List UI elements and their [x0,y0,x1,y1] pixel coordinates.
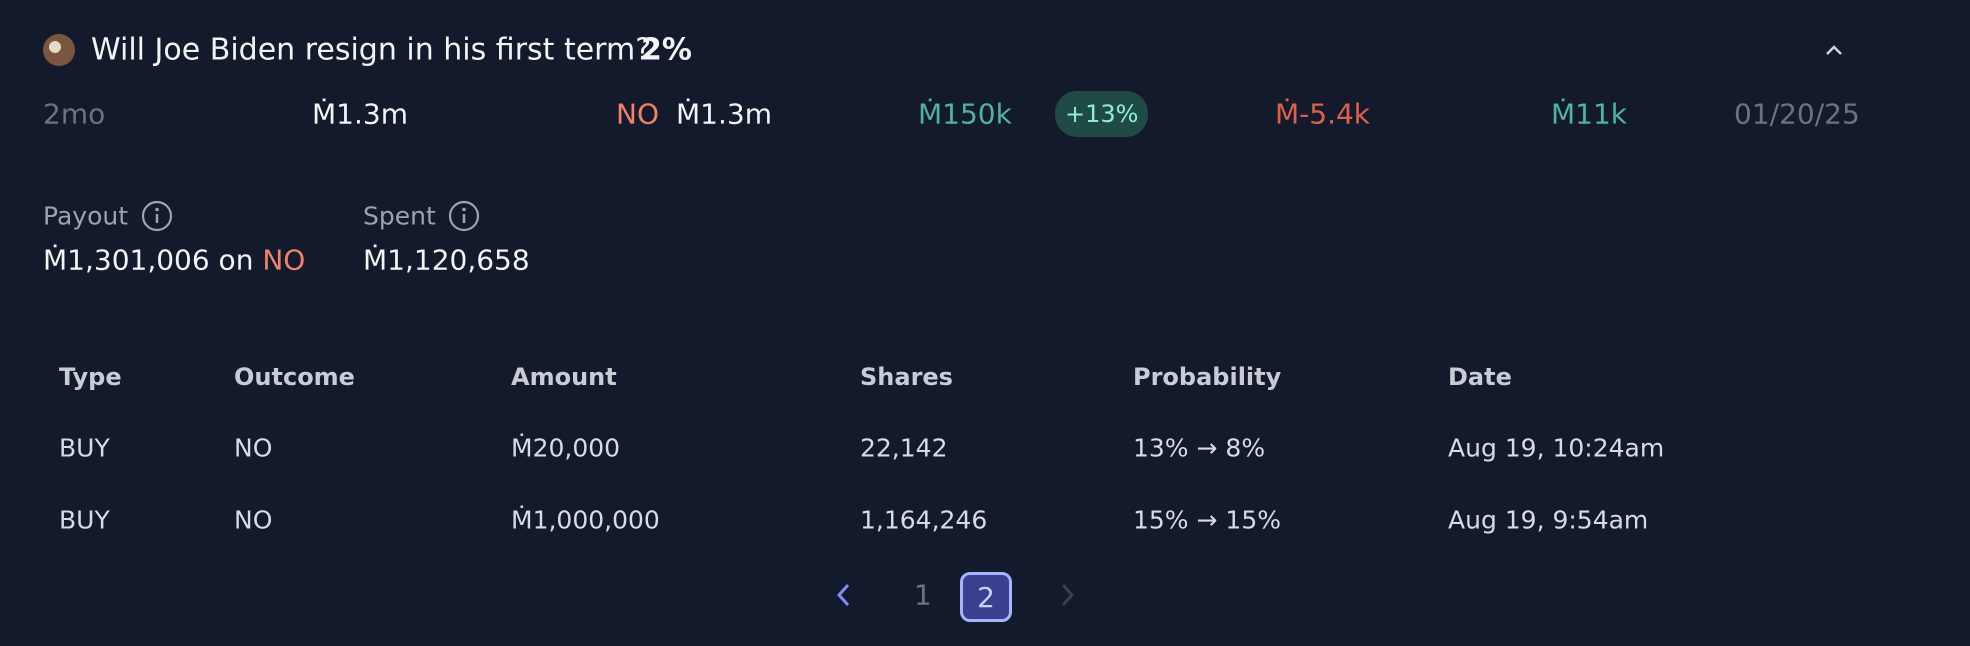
column-header: Amount [511,363,617,391]
prev-page[interactable] [834,581,854,609]
table-cell: Ṁ20,000 [511,433,621,463]
spent-label: Spent [363,201,436,231]
profit: Ṁ150k [918,97,1012,131]
market-title[interactable]: Will Joe Biden resign in his first term? [91,32,652,68]
next-page[interactable] [1057,581,1077,609]
volume: Ṁ1.3m [312,97,408,131]
payout-amount: Ṁ1,301,006 on [43,243,254,277]
payout-value: Ṁ1,301,006 on NO [43,244,305,277]
daily-change: Ṁ-5.4k [1275,97,1371,131]
spent-value: Ṁ1,120,658 [363,243,530,277]
table-cell: BUY [59,433,110,463]
close-date: 01/20/25 [1734,97,1860,131]
table-cell: 13% → 8% [1133,433,1266,463]
market-probability: 2% [641,32,692,68]
table-cell: 22,142 [860,433,948,463]
table-cell: 15% → 15% [1133,505,1281,535]
position-value: Ṁ1.3m [676,97,772,131]
table-cell: Aug 19, 9:54am [1448,505,1649,535]
age: 2mo [43,97,106,131]
column-header: Shares [860,363,953,391]
avatar [43,34,75,66]
column-header: Date [1448,363,1512,391]
table-cell: Aug 19, 10:24am [1448,433,1665,463]
column-header: Outcome [234,363,355,391]
table-cell: Ṁ1,000,000 [511,505,660,535]
table-cell: 1,164,246 [860,505,988,535]
profit-percent: +13% [1055,91,1149,137]
column-header: Probability [1133,363,1282,391]
current-page[interactable]: 2 [960,572,1012,622]
payout-outcome: NO [262,243,306,277]
table-cell: BUY [59,505,110,535]
loan: Ṁ11k [1551,97,1628,131]
page-button[interactable]: 1 [914,578,932,612]
info-icon[interactable] [448,200,480,232]
table-cell: NO [234,433,273,463]
info-icon[interactable] [141,200,173,232]
table-cell: NO [234,505,273,535]
payout-label: Payout [43,201,129,231]
collapse-button[interactable] [1824,43,1844,57]
column-header: Type [59,363,122,391]
position-outcome: NO [616,97,659,131]
